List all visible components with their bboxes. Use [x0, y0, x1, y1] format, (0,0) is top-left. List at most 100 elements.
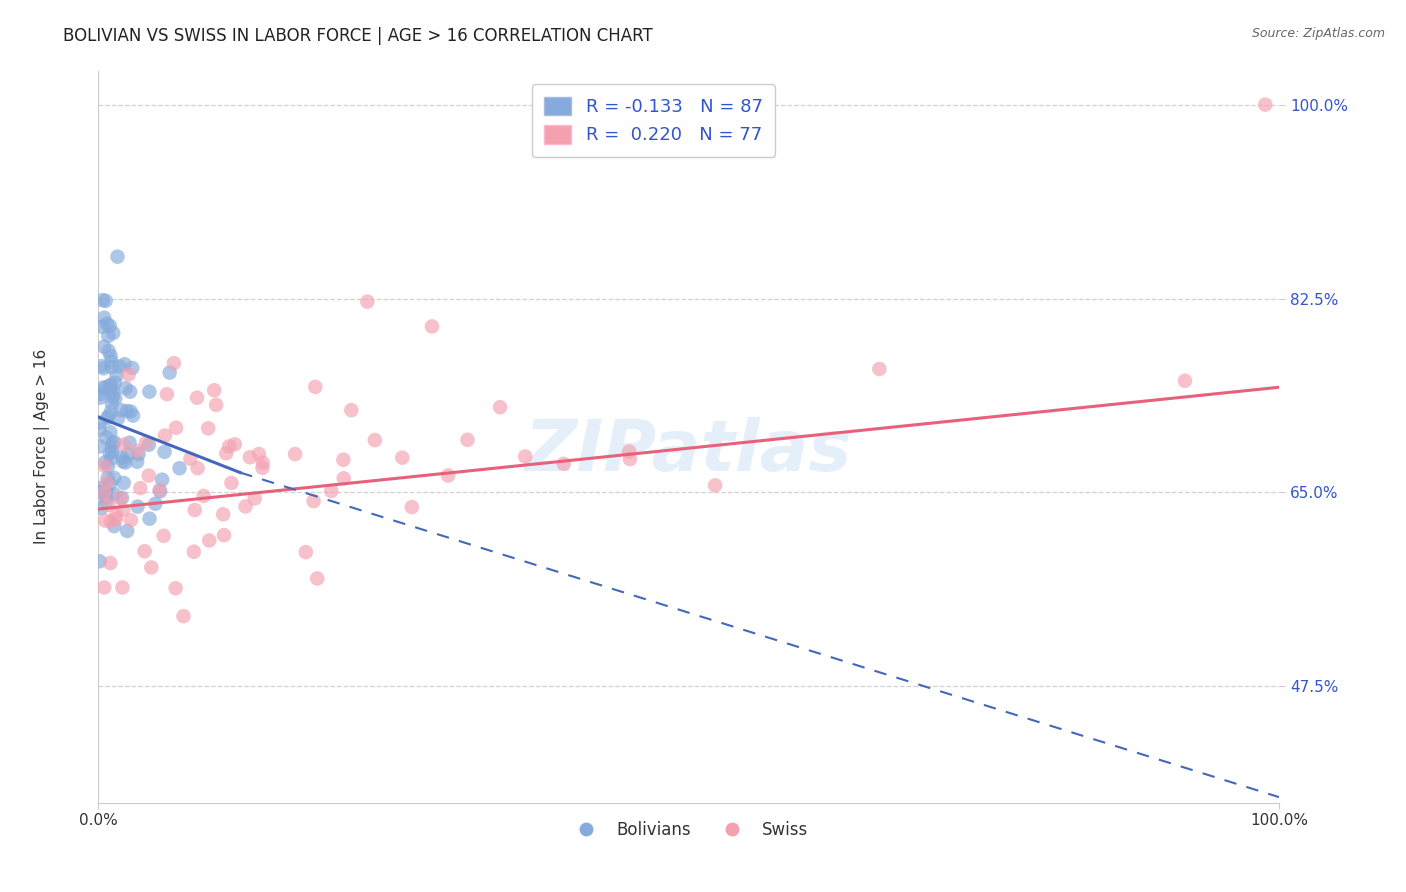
Point — [93, 340, 115, 354]
Point — [105, 508, 128, 523]
Point — [96, 317, 118, 331]
Point — [304, 380, 326, 394]
Point — [89, 391, 111, 405]
Point — [184, 503, 207, 517]
Point — [114, 381, 136, 395]
Point — [101, 396, 124, 410]
Point — [100, 378, 122, 392]
Point — [103, 326, 125, 340]
Point — [101, 390, 124, 404]
Point — [156, 387, 179, 401]
Point — [100, 349, 122, 363]
Point — [89, 440, 111, 454]
Point — [212, 528, 235, 542]
Point — [138, 384, 160, 399]
Point — [150, 473, 173, 487]
Point — [112, 475, 135, 490]
Text: BOLIVIAN VS SWISS IN LABOR FORCE | AGE > 16 CORRELATION CHART: BOLIVIAN VS SWISS IN LABOR FORCE | AGE >… — [63, 27, 652, 45]
Point — [138, 468, 160, 483]
Point — [98, 425, 121, 440]
Point — [94, 514, 117, 528]
Point — [340, 403, 363, 417]
Point — [183, 545, 205, 559]
Point — [98, 318, 121, 333]
Point — [868, 362, 890, 376]
Point — [111, 581, 134, 595]
Point — [197, 421, 219, 435]
Point — [252, 460, 274, 475]
Point — [89, 423, 111, 437]
Point — [93, 459, 115, 474]
Point — [172, 609, 194, 624]
Point — [97, 471, 120, 485]
Point — [103, 435, 125, 450]
Point — [401, 500, 423, 514]
Point — [104, 512, 127, 526]
Point — [295, 545, 318, 559]
Point — [489, 401, 512, 415]
Point — [224, 437, 246, 451]
Point — [100, 383, 122, 397]
Point — [127, 455, 149, 469]
Point — [94, 381, 117, 395]
Point — [94, 293, 117, 308]
Point — [302, 494, 325, 508]
Point — [104, 376, 127, 390]
Point — [110, 491, 132, 505]
Point — [437, 468, 460, 483]
Point — [114, 455, 136, 469]
Point — [218, 439, 240, 453]
Point — [332, 452, 354, 467]
Point — [356, 294, 378, 309]
Point — [169, 461, 191, 475]
Point — [100, 404, 122, 418]
Point — [143, 497, 166, 511]
Point — [159, 366, 181, 380]
Point — [98, 447, 121, 461]
Point — [118, 435, 141, 450]
Point — [108, 359, 131, 374]
Point — [704, 478, 727, 492]
Point — [134, 544, 156, 558]
Point — [111, 454, 134, 468]
Point — [553, 457, 575, 471]
Point — [141, 560, 163, 574]
Point — [364, 433, 387, 447]
Point — [153, 445, 176, 459]
Point — [91, 319, 114, 334]
Point — [98, 378, 121, 392]
Point — [96, 430, 118, 444]
Point — [1174, 374, 1197, 388]
Point — [107, 250, 129, 264]
Point — [152, 529, 174, 543]
Point — [90, 501, 112, 516]
Point — [89, 484, 111, 499]
Point — [94, 484, 117, 499]
Point — [105, 368, 128, 383]
Point — [617, 444, 640, 458]
Point — [202, 384, 225, 398]
Point — [247, 447, 270, 461]
Point — [115, 524, 138, 538]
Point — [127, 500, 149, 514]
Point — [129, 481, 152, 495]
Point — [149, 484, 172, 499]
Point — [98, 477, 121, 491]
Point — [420, 319, 443, 334]
Point — [307, 571, 329, 585]
Point — [104, 391, 127, 405]
Point — [93, 581, 115, 595]
Point — [101, 385, 124, 400]
Point — [215, 446, 238, 460]
Point — [107, 411, 129, 425]
Point — [111, 491, 134, 505]
Point — [103, 471, 125, 485]
Point — [163, 356, 186, 370]
Point — [96, 411, 118, 425]
Point — [101, 436, 124, 450]
Point — [252, 456, 274, 470]
Point — [138, 438, 160, 452]
Point — [221, 475, 243, 490]
Point — [619, 452, 641, 467]
Text: In Labor Force | Age > 16: In Labor Force | Age > 16 — [34, 349, 51, 543]
